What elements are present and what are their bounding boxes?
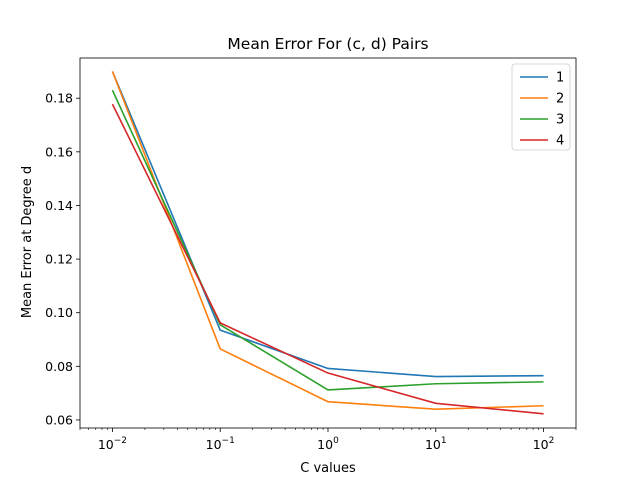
legend-box: [511, 63, 571, 151]
x-axis: 10−2 10−1 100 101 102: [79, 428, 577, 452]
y-tick-label: 0.06: [45, 412, 73, 427]
x-tick-label: 10−1: [206, 436, 235, 452]
x-tick-label: 10−2: [98, 436, 127, 452]
x-tick-label: 102: [533, 436, 555, 452]
legend-label-1: 1: [556, 71, 564, 86]
series-line-3: [111, 89, 544, 391]
series-line-2: [111, 71, 544, 411]
y-tick-label: 0.16: [45, 144, 73, 159]
series-line-1: [111, 71, 544, 378]
legend-label-4: 4: [556, 134, 564, 149]
y-tick-label: 0.10: [45, 305, 73, 320]
chart-title: Mean Error For (c, d) Pairs: [227, 35, 428, 53]
y-axis: 0.06 0.08 0.10 0.12 0.14 0.16 0.18: [45, 91, 80, 427]
y-tick-label: 0.08: [45, 359, 73, 374]
series-line-4: [111, 103, 544, 415]
legend: 1 2 3 4: [511, 63, 571, 151]
y-tick-label: 0.18: [45, 91, 73, 106]
series-layer: [111, 71, 544, 415]
y-axis-title: Mean Error at Degree d: [20, 166, 35, 318]
legend-label-3: 3: [556, 113, 564, 128]
y-tick-label: 0.14: [45, 198, 73, 213]
x-axis-title: C values: [300, 461, 356, 476]
x-tick-label: 101: [425, 436, 447, 452]
legend-label-2: 2: [556, 92, 564, 107]
x-tick-label: 100: [317, 436, 339, 452]
y-tick-label: 0.12: [45, 252, 73, 267]
